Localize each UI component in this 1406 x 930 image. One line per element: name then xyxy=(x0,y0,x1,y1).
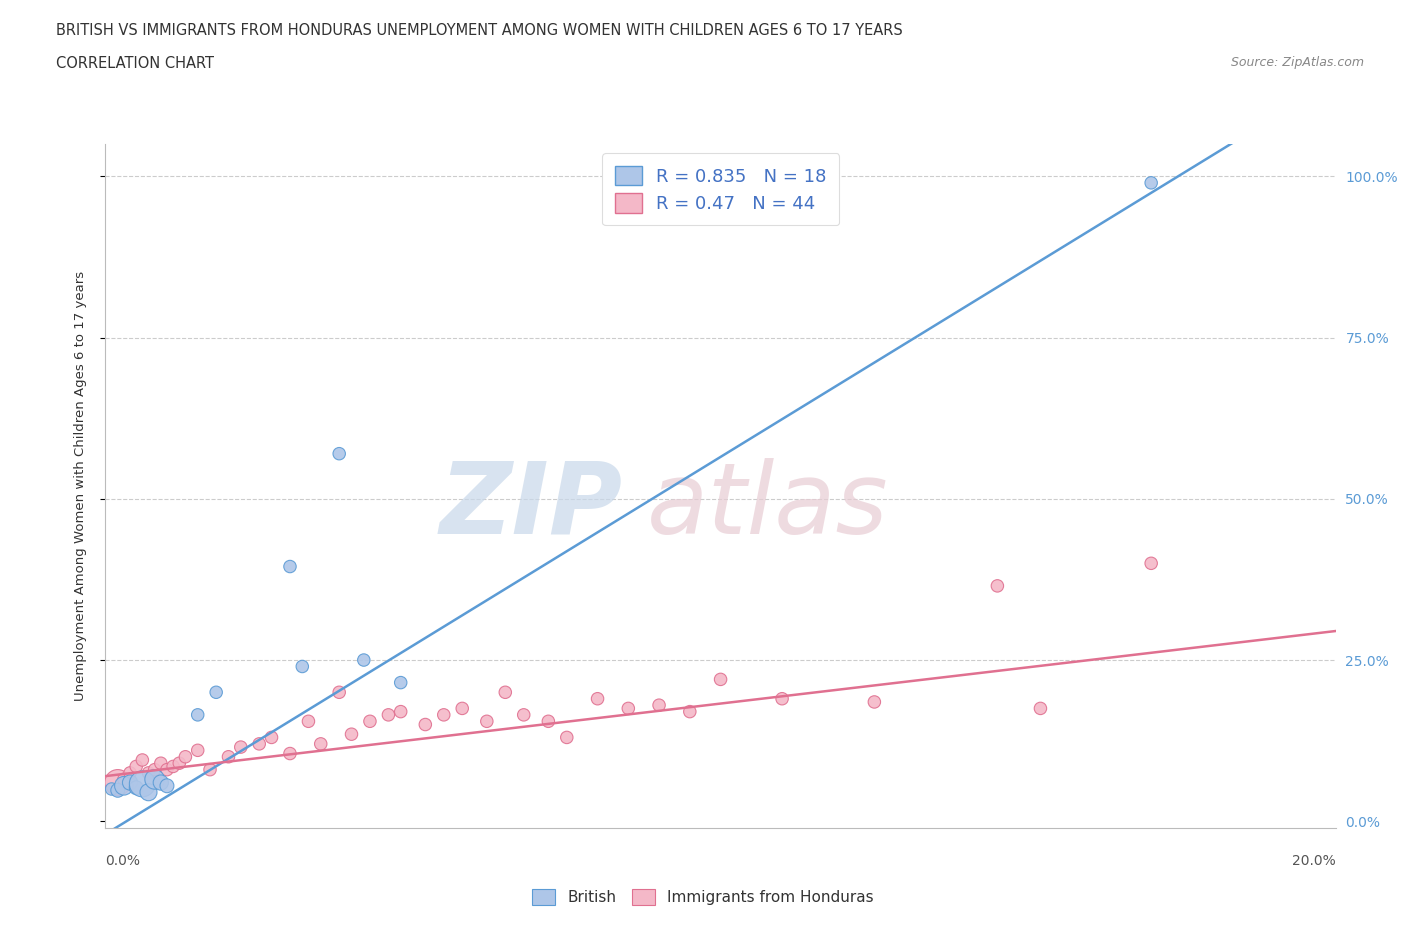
Point xyxy=(415,717,437,732)
Point xyxy=(131,777,153,791)
Point xyxy=(125,759,148,774)
Point xyxy=(451,701,474,716)
Point xyxy=(770,691,793,706)
Point xyxy=(297,714,319,729)
Point xyxy=(648,698,671,712)
Point xyxy=(1140,176,1163,191)
Point xyxy=(555,730,578,745)
Legend: British, Immigrants from Honduras: British, Immigrants from Honduras xyxy=(524,882,882,913)
Point xyxy=(205,684,228,699)
Point xyxy=(986,578,1008,593)
Point xyxy=(112,778,135,793)
Point xyxy=(143,763,166,777)
Point xyxy=(125,780,148,795)
Text: ZIP: ZIP xyxy=(439,458,621,555)
Point xyxy=(389,675,412,690)
Point xyxy=(359,714,381,729)
Point xyxy=(260,730,283,745)
Point xyxy=(187,708,209,723)
Point xyxy=(475,714,498,729)
Point xyxy=(309,737,332,751)
Point xyxy=(174,750,197,764)
Point xyxy=(149,775,172,790)
Text: atlas: atlas xyxy=(647,458,889,555)
Point xyxy=(278,559,301,574)
Point xyxy=(143,772,166,787)
Point xyxy=(377,708,399,723)
Point xyxy=(107,783,129,798)
Point xyxy=(156,763,179,777)
Point xyxy=(162,759,184,774)
Point xyxy=(1140,556,1163,571)
Text: 0.0%: 0.0% xyxy=(105,854,141,868)
Point xyxy=(586,691,609,706)
Point xyxy=(389,704,412,719)
Point xyxy=(100,781,122,796)
Point xyxy=(278,746,301,761)
Legend: R = 0.835   N = 18, R = 0.47   N = 44: R = 0.835 N = 18, R = 0.47 N = 44 xyxy=(602,153,839,225)
Point xyxy=(218,750,240,764)
Point xyxy=(433,708,456,723)
Point xyxy=(138,765,160,780)
Point xyxy=(156,778,179,793)
Point xyxy=(1029,701,1052,716)
Point xyxy=(617,701,640,716)
Point xyxy=(187,743,209,758)
Point xyxy=(679,704,702,719)
Point xyxy=(863,695,886,710)
Point xyxy=(494,684,516,699)
Point xyxy=(328,446,350,461)
Point xyxy=(710,672,733,687)
Text: CORRELATION CHART: CORRELATION CHART xyxy=(56,56,214,71)
Point xyxy=(138,785,160,800)
Point xyxy=(353,653,375,668)
Text: BRITISH VS IMMIGRANTS FROM HONDURAS UNEMPLOYMENT AMONG WOMEN WITH CHILDREN AGES : BRITISH VS IMMIGRANTS FROM HONDURAS UNEM… xyxy=(56,23,903,38)
Text: 20.0%: 20.0% xyxy=(1292,854,1336,868)
Point xyxy=(229,739,252,754)
Point xyxy=(131,752,153,767)
Point xyxy=(340,726,363,741)
Point xyxy=(112,772,135,787)
Point xyxy=(247,737,270,751)
Point xyxy=(120,775,141,790)
Y-axis label: Unemployment Among Women with Children Ages 6 to 17 years: Unemployment Among Women with Children A… xyxy=(75,271,87,701)
Point xyxy=(120,765,141,780)
Point xyxy=(513,708,536,723)
Point xyxy=(149,756,172,771)
Point xyxy=(537,714,560,729)
Text: Source: ZipAtlas.com: Source: ZipAtlas.com xyxy=(1230,56,1364,69)
Point xyxy=(169,756,191,771)
Point xyxy=(198,763,221,777)
Point xyxy=(328,684,350,699)
Point xyxy=(107,775,129,790)
Point xyxy=(291,659,314,674)
